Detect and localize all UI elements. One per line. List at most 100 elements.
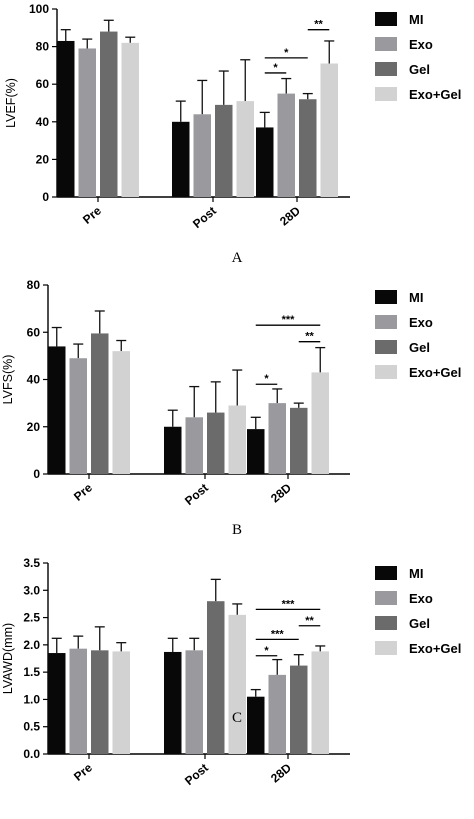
panel-label: C [232,710,242,726]
y-tick-label: 3.0 [23,583,40,597]
bar-mi-28d [256,127,274,197]
significance-label: ** [314,19,323,31]
y-tick-label: 20 [36,152,50,166]
y-tick-label: 1.0 [23,692,40,706]
x-category-label: Pre [80,203,104,226]
chart-panel-c: 0.0 0.5 1.0 1.5 2.0 2.5 3.0 3.5 LVAWD(mm) Pre Post… [1,556,461,788]
y-tick-label: 20 [27,420,41,434]
bar-mi-post [164,651,182,754]
legend-swatch [375,87,397,101]
y-tick-label: 0.0 [23,747,40,761]
y-tick-label: 1.5 [23,665,40,679]
bar-mi-28d [247,696,265,754]
y-axis-label: LVEF(%) [4,78,18,128]
legend-swatch [375,591,397,605]
legend-swatch [375,290,397,304]
legend-swatch [375,340,397,354]
y-tick-label: 60 [27,325,41,339]
legend-label: Gel [409,340,430,355]
bar-exo-pre [78,48,96,198]
bar-exo-gel-post [236,101,254,197]
bar-exo-28d [268,403,286,474]
bar-exo-post [185,650,203,754]
panel-label: A [232,250,243,266]
legend-label: Exo+Gel [409,365,461,380]
y-tick-label: 80 [36,40,50,54]
significance-label: * [264,373,269,385]
x-category-label: 28D [268,480,294,505]
y-tick-label: 3.5 [23,556,40,570]
x-category-label: Post [190,204,219,231]
bar-mi-post [164,426,182,474]
bar-gel-post [215,104,233,197]
x-category-label: Pre [71,480,95,503]
bar-exo-gel-28d [311,372,329,474]
y-tick-label: 60 [36,77,50,91]
significance-label: * [273,62,278,74]
panel-label: B [232,522,242,538]
legend-swatch [375,62,397,76]
y-tick-label: 2.5 [23,611,40,625]
significance-label: *** [282,314,296,326]
bar-mi-pre [57,40,75,198]
x-category-label: 28D [277,203,303,228]
y-tick-label: 0 [33,467,40,481]
y-axis-label: LVAWD(mm) [1,623,15,694]
legend-swatch [375,641,397,655]
y-tick-label: 100 [29,2,49,16]
bar-gel-28d [299,99,317,197]
legend-label: Exo+Gel [409,641,461,656]
significance-label: *** [282,598,296,610]
bar-exo-28d [268,674,286,754]
y-axis-label: LVFS(%) [1,355,15,405]
y-tick-label: 40 [27,373,41,387]
bar-exo-gel-28d [320,63,338,197]
significance-label: *** [271,628,285,640]
bar-gel-pre [100,31,118,198]
legend-label: MI [409,290,423,305]
x-category-label: Post [182,761,211,788]
legend-label: Exo [409,37,433,52]
legend-label: Exo+Gel [409,87,461,102]
legend-label: Exo [409,591,433,606]
bar-mi-post [172,121,190,197]
bar-exo-gel-28d [311,651,329,754]
bar-exo-28d [277,93,295,197]
x-category-label: Pre [71,760,95,783]
legend-label: MI [409,566,423,581]
significance-label: * [284,47,289,59]
legend-label: MI [409,12,423,27]
bar-mi-pre [48,653,66,754]
legend-label: Exo [409,315,433,330]
bar-gel-pre [91,333,109,474]
y-tick-label: 40 [36,115,50,129]
y-tick-label: 0 [42,190,49,204]
bar-gel-pre [91,650,109,754]
bar-exo-gel-post [228,405,246,474]
bar-exo-post [193,114,211,197]
significance-label: ** [305,615,314,627]
legend-swatch [375,566,397,580]
significance-label: ** [305,331,314,343]
bar-mi-28d [247,429,265,474]
significance-label: * [264,645,269,657]
bar-exo-gel-pre [112,351,130,474]
bar-exo-pre [69,648,87,754]
bar-mi-pre [48,346,66,474]
bar-gel-post [207,412,225,474]
legend-swatch [375,315,397,329]
legend-label: Gel [409,62,430,77]
bar-exo-gel-post [228,614,246,754]
x-category-label: Post [182,481,211,508]
bar-gel-28d [290,407,308,474]
bar-exo-post [185,417,203,474]
legend-swatch [375,616,397,630]
bar-exo-gel-pre [112,651,130,754]
x-category-label: 28D [268,760,294,785]
y-tick-label: 80 [27,278,41,292]
bar-gel-28d [290,665,308,754]
y-tick-label: 0.5 [23,720,40,734]
bar-exo-gel-pre [121,42,139,198]
